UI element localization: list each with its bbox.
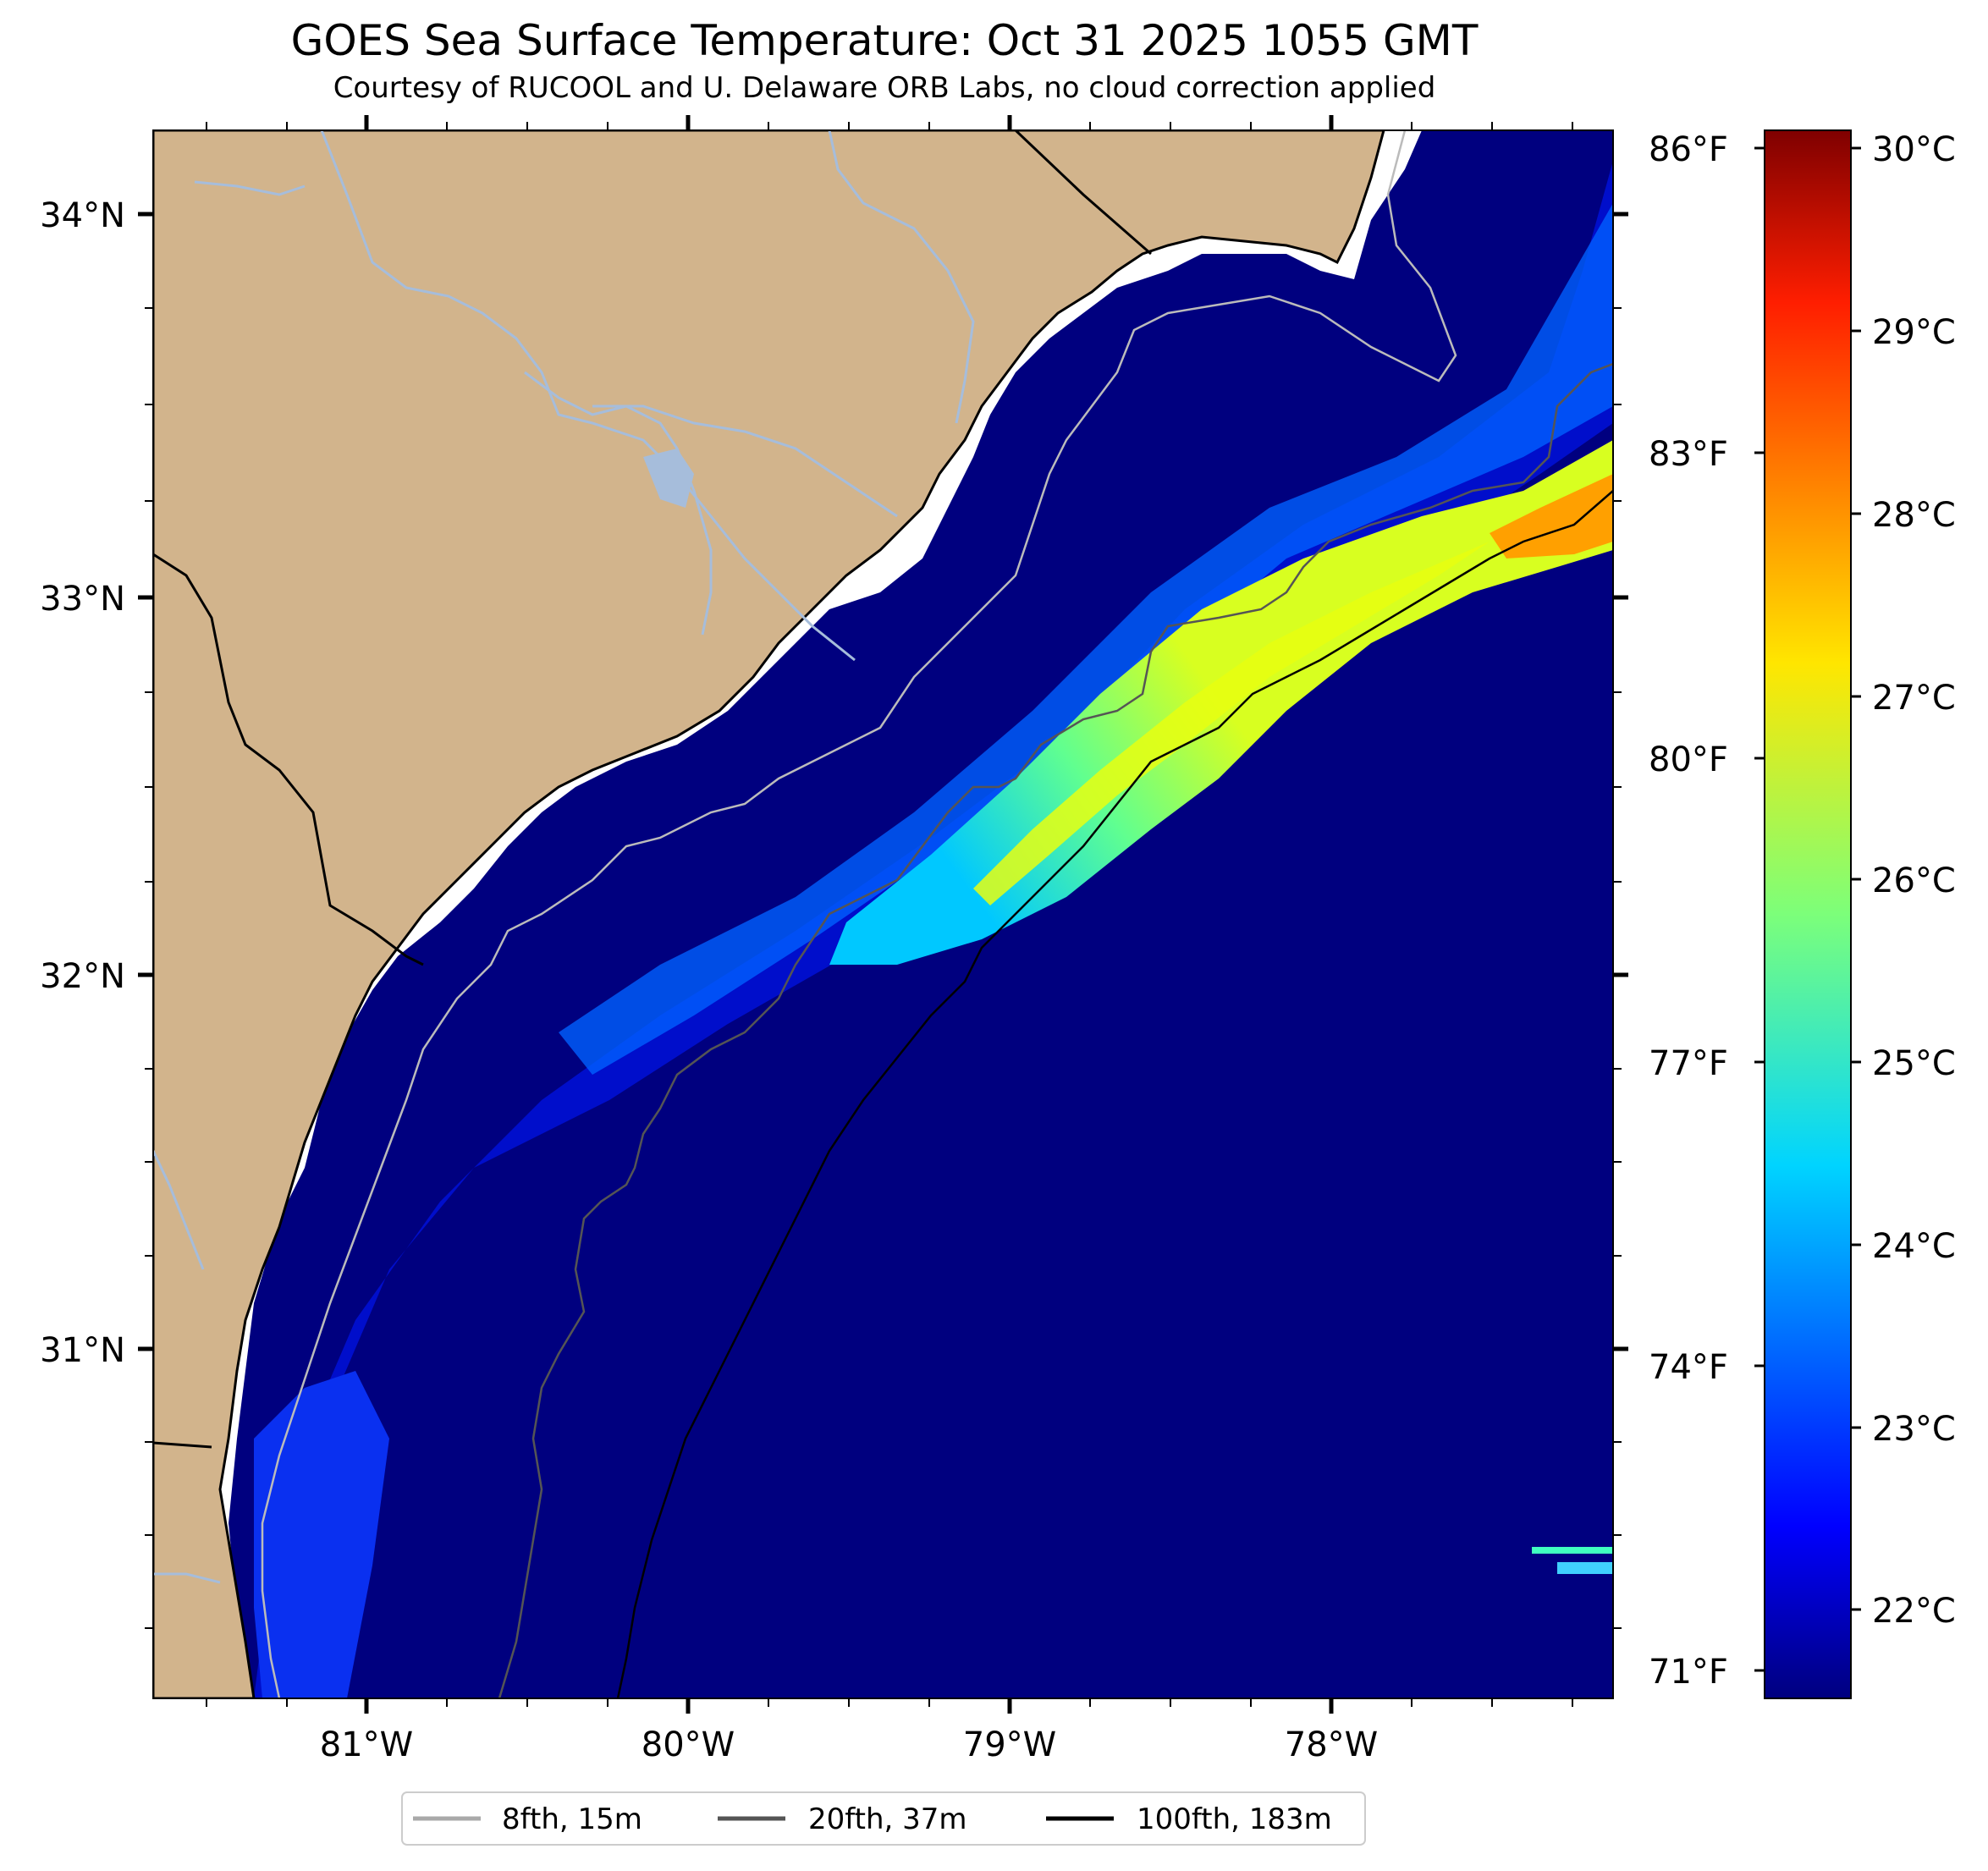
fahrenheit-label: 71°F (1649, 1653, 1728, 1692)
fahrenheit-label: 86°F (1649, 130, 1728, 169)
sst-offshore-patch (1532, 1547, 1613, 1554)
isobath-20fth (498, 362, 1613, 1698)
rivers (153, 130, 975, 1584)
isobath-100fth (616, 490, 1613, 1698)
colorbar-label: 30°C (1872, 130, 1956, 169)
major-ticks (138, 115, 1628, 1714)
land (153, 130, 1385, 1698)
lon-label: 81°W (320, 1725, 413, 1764)
fahrenheit-label: 74°F (1649, 1348, 1728, 1387)
lat-label: 32°N (40, 957, 125, 996)
sst-yellow-core (973, 542, 1490, 905)
sst-south-coastal (254, 1371, 389, 1698)
legend-label-8fth: 8fth, 15m (502, 1802, 642, 1836)
lon-label: 78°W (1285, 1725, 1378, 1764)
map-subtitle: Courtesy of RUCOOL and U. Delaware ORB L… (333, 71, 1436, 105)
fahrenheit-label: 77°F (1649, 1044, 1728, 1083)
map-frame (152, 129, 1614, 1699)
map-title: GOES Sea Surface Temperature: Oct 31 202… (290, 16, 1479, 65)
lat-label: 31°N (40, 1331, 125, 1370)
colorbar-label: 25°C (1872, 1044, 1956, 1083)
isobath-8fth (261, 130, 1457, 1698)
legend: 8fth, 15m 20fth, 37m 100fth, 183m (401, 1791, 1366, 1846)
colorbar-label: 22°C (1872, 1592, 1956, 1631)
colorbar-label: 24°C (1872, 1227, 1956, 1266)
legend-label-100fth: 100fth, 183m (1137, 1802, 1332, 1836)
colorbar-label: 28°C (1872, 496, 1956, 535)
minor-ticks (145, 122, 1622, 1707)
sst-lightblue-band (559, 203, 1613, 1075)
map-area (153, 130, 1613, 1698)
lake (643, 448, 694, 508)
lon-label: 79°W (963, 1725, 1056, 1764)
lon-label: 80°W (642, 1725, 735, 1764)
legend-label-20fth: 20fth, 37m (808, 1802, 967, 1836)
fahrenheit-label: 83°F (1649, 435, 1728, 474)
lat-label: 33°N (40, 580, 125, 619)
colorbar-label: 27°C (1872, 679, 1956, 718)
colorbar-label: 29°C (1872, 313, 1956, 352)
colorbar-ticks (1851, 146, 1861, 1611)
sst-warm-core (1490, 474, 1613, 559)
fahrenheit-ticks (1754, 146, 1765, 1672)
colorbar-label: 26°C (1872, 861, 1956, 900)
colorbar (1764, 129, 1852, 1699)
legend-box (401, 1791, 1366, 1846)
lat-label: 34°N (40, 196, 125, 235)
colorbar-label: 23°C (1872, 1410, 1956, 1449)
state-border (153, 553, 424, 966)
fahrenheit-label: 80°F (1649, 740, 1728, 779)
